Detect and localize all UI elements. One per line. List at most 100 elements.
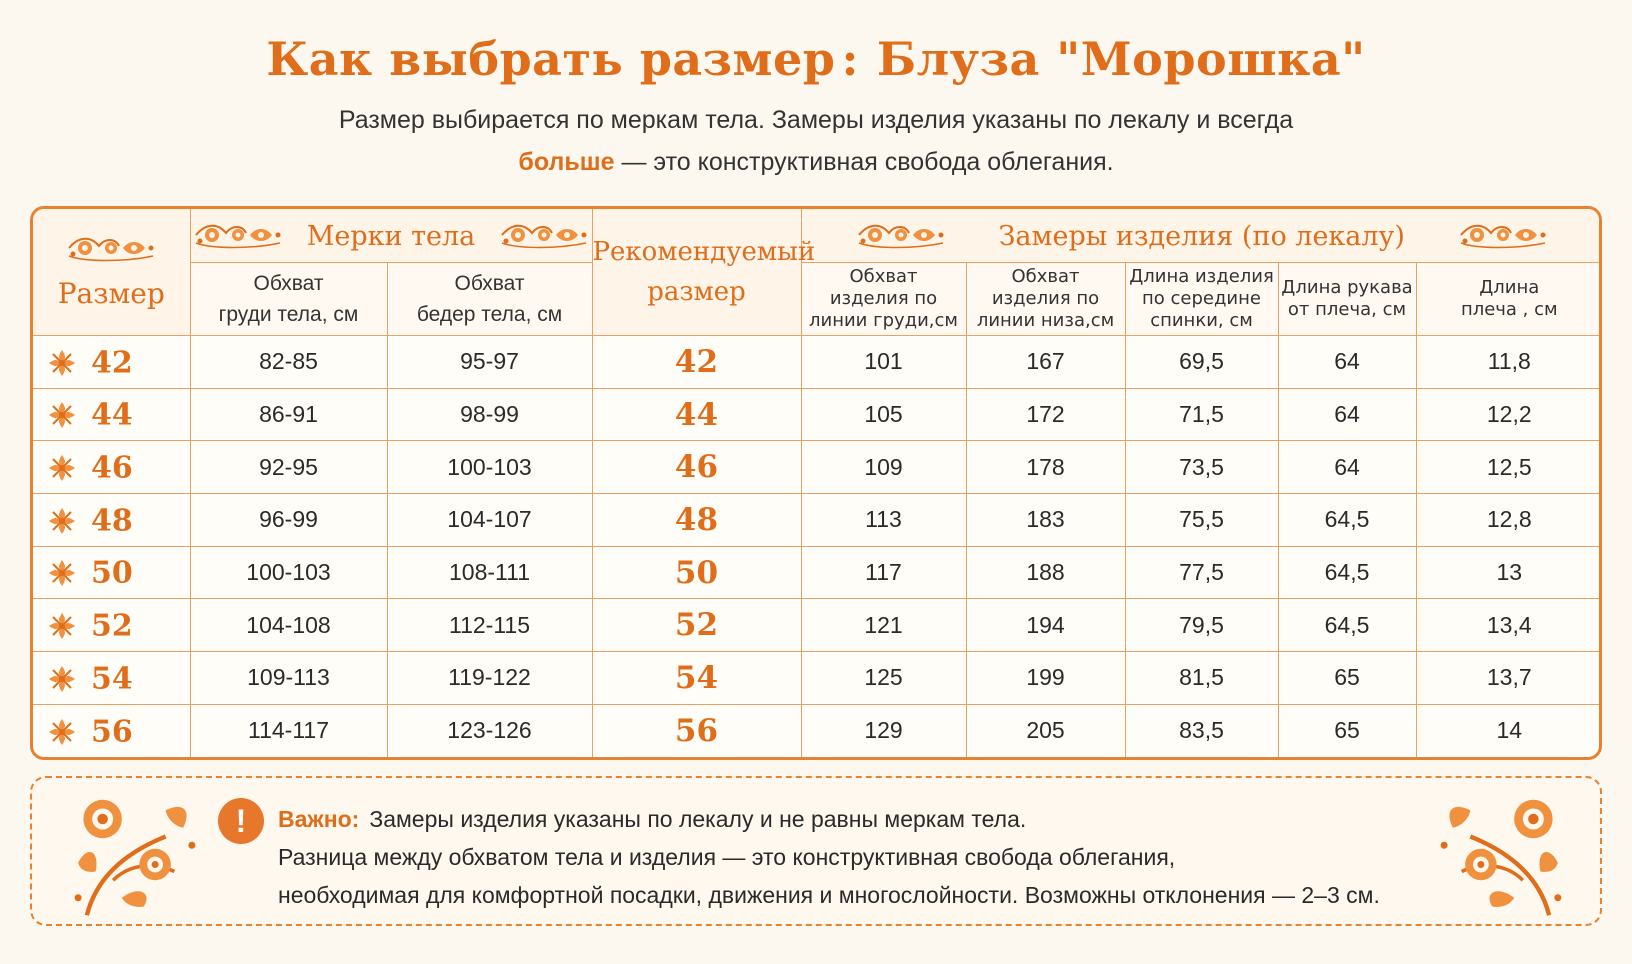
ornament-icon	[1459, 224, 1547, 249]
cell-p-sleeve: 64,5	[1277, 545, 1417, 600]
header-product-shoulder: Длина плеча , см	[1415, 262, 1599, 337]
cell-rec: 56	[591, 703, 802, 757]
cell-p-len: 69,5	[1124, 335, 1279, 389]
cell-rec: 44	[591, 387, 802, 442]
cell-p-hem: 167	[965, 335, 1126, 389]
flower-icon	[48, 664, 76, 693]
cell-p-sleeve: 64	[1277, 335, 1417, 389]
cell-chest: 96-99	[189, 493, 388, 547]
cell-p-chest: 113	[800, 493, 967, 547]
cell-p-len: 75,5	[1124, 493, 1279, 547]
cell-p-shoulder: 12,2	[1415, 387, 1599, 442]
header-body-group: Мерки тела	[189, 209, 593, 264]
size-cell: 50	[33, 545, 191, 600]
cell-p-hem: 188	[965, 545, 1126, 600]
cell-p-shoulder: 12,5	[1415, 440, 1599, 495]
cell-p-hem: 172	[965, 387, 1126, 442]
header-product-length: Длина изделия по середине спинки, см	[1124, 262, 1279, 337]
cell-p-shoulder: 13,7	[1415, 651, 1599, 705]
cell-p-hem: 183	[965, 493, 1126, 547]
cell-hips: 98-99	[386, 387, 593, 442]
table-row: 42 82-85 95-97 42 101 167 69,5 64 11,8	[33, 335, 1599, 389]
cell-chest: 114-117	[189, 703, 388, 757]
size-cell: 42	[33, 335, 191, 389]
cell-p-len: 77,5	[1124, 545, 1279, 600]
page-title: Как выбрать размер: Блуза "Морошка"	[0, 32, 1632, 86]
note-line1: Важно: Замеры изделия указаны по лекалу и…	[278, 806, 1027, 832]
cell-p-shoulder: 12,8	[1415, 493, 1599, 547]
size-cell: 44	[33, 387, 191, 442]
cell-rec: 46	[591, 440, 802, 495]
cell-hips: 104-107	[386, 493, 593, 547]
subtitle-line1: Размер выбирается по меркам тела. Замеры…	[338, 106, 1294, 134]
cell-p-sleeve: 65	[1277, 651, 1417, 705]
table-row: 46 92-95 100-103 46 109 178 73,5 64 12,5	[33, 440, 1599, 495]
note-line2: Разница между обхватом тела и изделия — …	[278, 844, 1176, 870]
size-cell: 56	[33, 703, 191, 757]
flower-icon	[48, 454, 76, 483]
cell-hips: 100-103	[386, 440, 593, 495]
header-recommended: Рекомендуемый размер	[591, 209, 815, 337]
cell-p-chest: 129	[800, 703, 967, 757]
ornament-icon	[68, 237, 155, 262]
header-size: Размер	[33, 209, 191, 337]
ornament-icon	[500, 224, 588, 249]
cell-p-sleeve: 64	[1277, 440, 1417, 495]
cell-p-sleeve: 64,5	[1277, 598, 1417, 653]
cell-p-hem: 205	[965, 703, 1126, 757]
header-product-chest: Обхват изделия по линии груди,см	[800, 262, 967, 337]
cell-p-chest: 105	[800, 387, 967, 442]
cell-chest: 82-85	[189, 335, 388, 389]
flower-icon	[48, 717, 76, 746]
table-body: 42 82-85 95-97 42 101 167 69,5 64 11,8 44 86-91 98-…	[33, 335, 1599, 757]
cell-p-hem: 194	[965, 598, 1126, 653]
table-row: 50 100-103 108-111 50 117 188 77,5 64,5 13	[33, 545, 1599, 600]
subtitle-line2-rest: — это конструктивная свобода облегания.	[614, 148, 1114, 176]
size-cell: 52	[33, 598, 191, 653]
table-row: 52 104-108 112-115 52 121 194 79,5 64,5 13,4	[33, 598, 1599, 653]
cell-hips: 108-111	[386, 545, 593, 600]
header-product-hem: Обхват изделия по линии низа,см	[965, 262, 1126, 337]
header-body-hips: Обхват бедер тела, см	[386, 262, 593, 337]
size-cell: 46	[33, 440, 191, 495]
cell-p-shoulder: 11,8	[1415, 335, 1599, 389]
important-note: ! Важно: Замеры изделия указаны по лекалу…	[30, 776, 1602, 926]
floral-ornament-icon	[1426, 784, 1576, 924]
note-line3: необходимая для комфортной посадки, движ…	[278, 882, 1380, 908]
floral-ornament-icon	[50, 784, 220, 924]
cell-p-chest: 125	[800, 651, 967, 705]
ornament-icon	[857, 224, 945, 249]
cell-p-len: 73,5	[1124, 440, 1279, 495]
table-row: 54 109-113 119-122 54 125 199 81,5 65 13,7	[33, 651, 1599, 705]
cell-hips: 95-97	[386, 335, 593, 389]
ornament-icon	[195, 224, 282, 249]
cell-p-len: 71,5	[1124, 387, 1279, 442]
cell-p-sleeve: 65	[1277, 703, 1417, 757]
cell-p-chest: 117	[800, 545, 967, 600]
title-left: Как выбрать размер	[266, 32, 836, 86]
cell-p-hem: 178	[965, 440, 1126, 495]
size-cell: 54	[33, 651, 191, 705]
flower-icon	[48, 559, 76, 588]
cell-hips: 112-115	[386, 598, 593, 653]
header-body-chest: Обхват груди тела, см	[190, 262, 388, 337]
size-cell: 48	[33, 493, 191, 547]
cell-rec: 54	[591, 651, 802, 705]
cell-p-sleeve: 64,5	[1277, 493, 1417, 547]
cell-rec: 52	[591, 598, 802, 653]
flower-icon	[48, 401, 76, 430]
cell-p-shoulder: 13,4	[1415, 598, 1599, 653]
table-row: 44 86-91 98-99 44 105 172 71,5 64 12,2	[33, 387, 1599, 442]
cell-hips: 123-126	[386, 703, 593, 757]
cell-p-shoulder: 13	[1415, 545, 1599, 600]
flower-icon	[48, 612, 76, 641]
subtitle-line2: больше — это конструктивная свобода обле…	[0, 148, 1632, 177]
cell-chest: 86-91	[189, 387, 388, 442]
cell-chest: 92-95	[189, 440, 388, 495]
cell-rec: 50	[591, 545, 802, 600]
subtitle-bold-word: больше	[518, 148, 615, 176]
cell-p-chest: 121	[800, 598, 967, 653]
cell-hips: 119-122	[386, 651, 593, 705]
table-row: 56 114-117 123-126 56 129 205 83,5 65 14	[33, 703, 1599, 757]
cell-chest: 109-113	[189, 651, 388, 705]
